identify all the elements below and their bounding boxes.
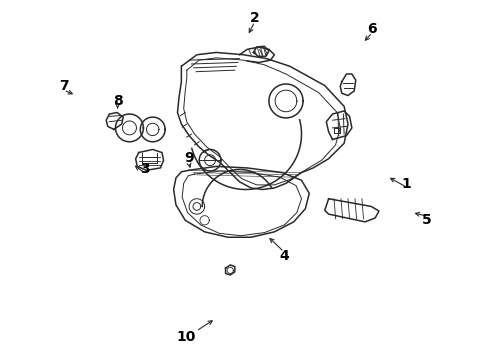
Text: 6: 6 [368,22,377,36]
Text: 10: 10 [176,330,196,343]
Text: 2: 2 [250,11,260,25]
Text: 3: 3 [140,162,149,176]
Text: 8: 8 [113,94,122,108]
Text: 1: 1 [402,177,412,190]
Text: 9: 9 [184,152,194,165]
Text: 4: 4 [279,249,289,262]
Text: 5: 5 [421,213,431,226]
Text: 7: 7 [59,80,69,93]
